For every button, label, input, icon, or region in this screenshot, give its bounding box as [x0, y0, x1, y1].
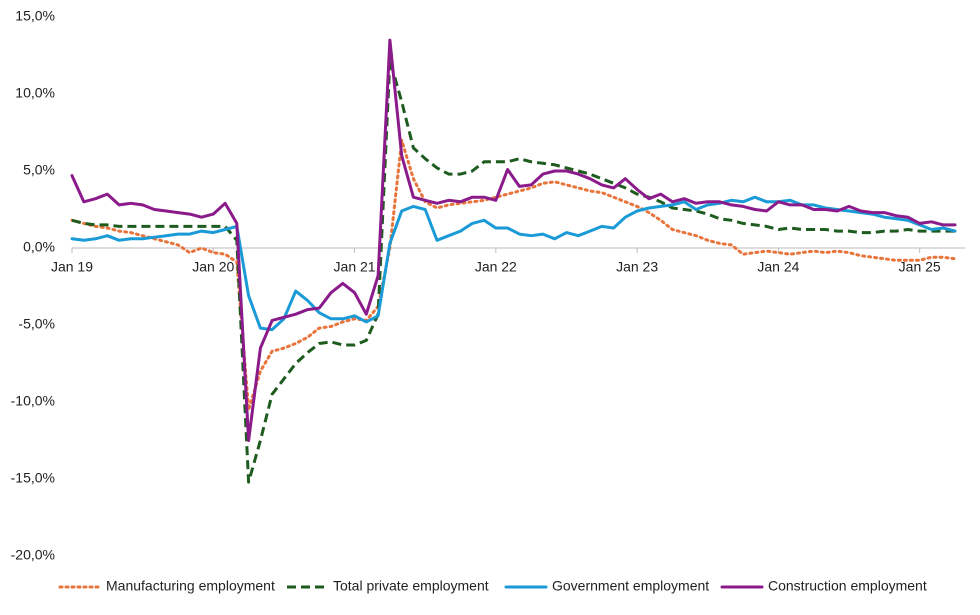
x-tick-label: Jan 24 — [757, 259, 799, 275]
y-tick-label: -10,0% — [11, 393, 55, 409]
x-tick-label: Jan 25 — [899, 259, 941, 275]
x-tick-label: Jan 19 — [51, 259, 93, 275]
y-tick-label: 10,0% — [15, 85, 55, 101]
x-tick-label: Jan 20 — [192, 259, 234, 275]
legend-label: Manufacturing employment — [106, 578, 275, 594]
y-tick-label: -20,0% — [11, 547, 55, 563]
series-line — [70, 38, 957, 442]
x-tick-label: Jan 21 — [334, 259, 376, 275]
y-tick-label: -15,0% — [11, 470, 55, 486]
series-line — [71, 58, 955, 484]
series-line — [70, 195, 957, 332]
series-line — [70, 138, 957, 412]
x-tick-label: Jan 23 — [616, 259, 658, 275]
y-tick-label: 15,0% — [15, 8, 55, 24]
legend-label: Government employment — [552, 578, 709, 594]
x-tick-label: Jan 22 — [475, 259, 517, 275]
legend-label: Total private employment — [333, 578, 489, 594]
legend-label: Construction employment — [768, 578, 927, 594]
y-tick-label: -5,0% — [18, 316, 55, 332]
y-tick-label: 5,0% — [23, 162, 55, 178]
y-tick-label: 0,0% — [23, 239, 55, 255]
